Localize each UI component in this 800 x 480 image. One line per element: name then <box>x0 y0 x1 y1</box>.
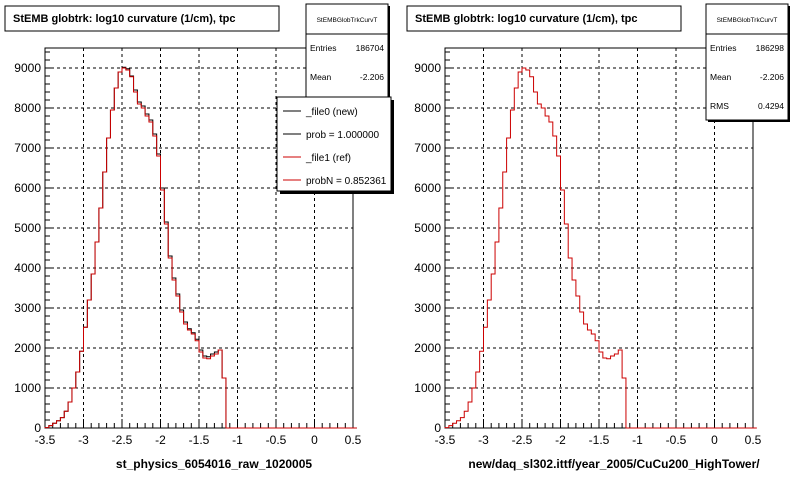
chart-title: StEMB globtrk: log10 curvature (1/cm), t… <box>13 13 235 25</box>
y-tick-label: 4000 <box>14 261 41 275</box>
stats-label: Entries <box>710 43 736 53</box>
chart-panel-2: -3.5 -3 -2.5 -2 -1.5 -1 -0.5 0 0.5 0 1000 2000 3000 4… <box>406 3 790 471</box>
title-box <box>406 5 682 32</box>
x-tick-label: -2 <box>555 433 566 447</box>
stats-label: Mean <box>310 72 332 82</box>
stats-value: 0.4294 <box>758 101 784 111</box>
x-tick-label: 0.5 <box>745 433 762 447</box>
x-axis-label: st_physics_6054016_raw_1020005 <box>116 457 312 471</box>
x-tick-label: -3.5 <box>35 433 56 447</box>
legend-label: prob = 1.000000 <box>306 130 380 141</box>
title-box <box>4 5 280 32</box>
histogram-series-2 <box>44 67 357 429</box>
y-tick-label: 0 <box>34 421 41 435</box>
x-tick-label: -2.5 <box>112 433 133 447</box>
x-tick-label: 0.5 <box>345 433 362 447</box>
y-tick-label: 6000 <box>14 181 41 195</box>
y-tick-label: 3000 <box>14 301 41 315</box>
x-tick-label: -1 <box>232 433 243 447</box>
y-tick-label: 9000 <box>14 61 41 75</box>
x-tick-label: -3 <box>78 433 89 447</box>
chart-title: StEMB globtrk: log10 curvature (1/cm), t… <box>415 13 637 25</box>
chart-panel-1: -3.5 -3 -2.5 -2 -1.5 -1 -0.5 0 0.5 0 1000 2000 3000 4… <box>4 3 394 471</box>
stats-value: -2.206 <box>760 72 784 82</box>
stats-box <box>305 3 389 115</box>
y-tick-label: 1000 <box>14 381 41 395</box>
y-tick-label: 8000 <box>414 101 441 115</box>
legend-label: _file1 (ref) <box>305 153 351 164</box>
stats-value: -2.206 <box>360 72 384 82</box>
y-tick-label: 2000 <box>414 341 441 355</box>
legend-label: probN = 0.852361 <box>306 176 387 187</box>
x-tick-label: 0 <box>711 433 718 447</box>
x-tick-label: -1 <box>632 433 643 447</box>
stats-value: 186298 <box>756 43 785 53</box>
stats-label: Mean <box>710 72 732 82</box>
x-tick-label: -3.5 <box>435 433 456 447</box>
stats-name: StEMBGlobTrkCurvT <box>717 17 778 24</box>
x-tick-label: 0 <box>311 433 318 447</box>
x-axis-label: new/daq_sl302.ittf/year_2005/CuCu200_Hig… <box>468 457 760 471</box>
y-tick-label: 7000 <box>414 141 441 155</box>
histogram-series-1 <box>444 67 757 429</box>
y-tick-label: 9000 <box>414 61 441 75</box>
x-tick-label: -0.5 <box>266 433 287 447</box>
x-tick-label: -1.5 <box>189 433 210 447</box>
y-tick-label: 2000 <box>14 341 41 355</box>
legend-box <box>276 96 392 192</box>
x-tick-label: -1.5 <box>589 433 610 447</box>
stats-label: Entries <box>310 43 336 53</box>
y-tick-label: 8000 <box>14 101 41 115</box>
y-tick-label: 5000 <box>14 221 41 235</box>
stats-label: RMS <box>710 101 729 111</box>
y-tick-label: 5000 <box>414 221 441 235</box>
x-tick-label: -2.5 <box>512 433 533 447</box>
x-tick-label: -2 <box>155 433 166 447</box>
y-tick-label: 0 <box>434 421 441 435</box>
y-tick-label: 6000 <box>414 181 441 195</box>
x-tick-label: -3 <box>478 433 489 447</box>
y-tick-label: 1000 <box>414 381 441 395</box>
stats-value: 186704 <box>356 43 385 53</box>
x-tick-label: -0.5 <box>666 433 687 447</box>
y-tick-label: 7000 <box>14 141 41 155</box>
stats-box <box>705 3 789 121</box>
y-tick-label: 4000 <box>414 261 441 275</box>
legend-label: _file0 (new) <box>305 107 358 118</box>
stats-name: StEMBGlobTrkCurvT <box>317 17 378 24</box>
y-tick-label: 3000 <box>414 301 441 315</box>
